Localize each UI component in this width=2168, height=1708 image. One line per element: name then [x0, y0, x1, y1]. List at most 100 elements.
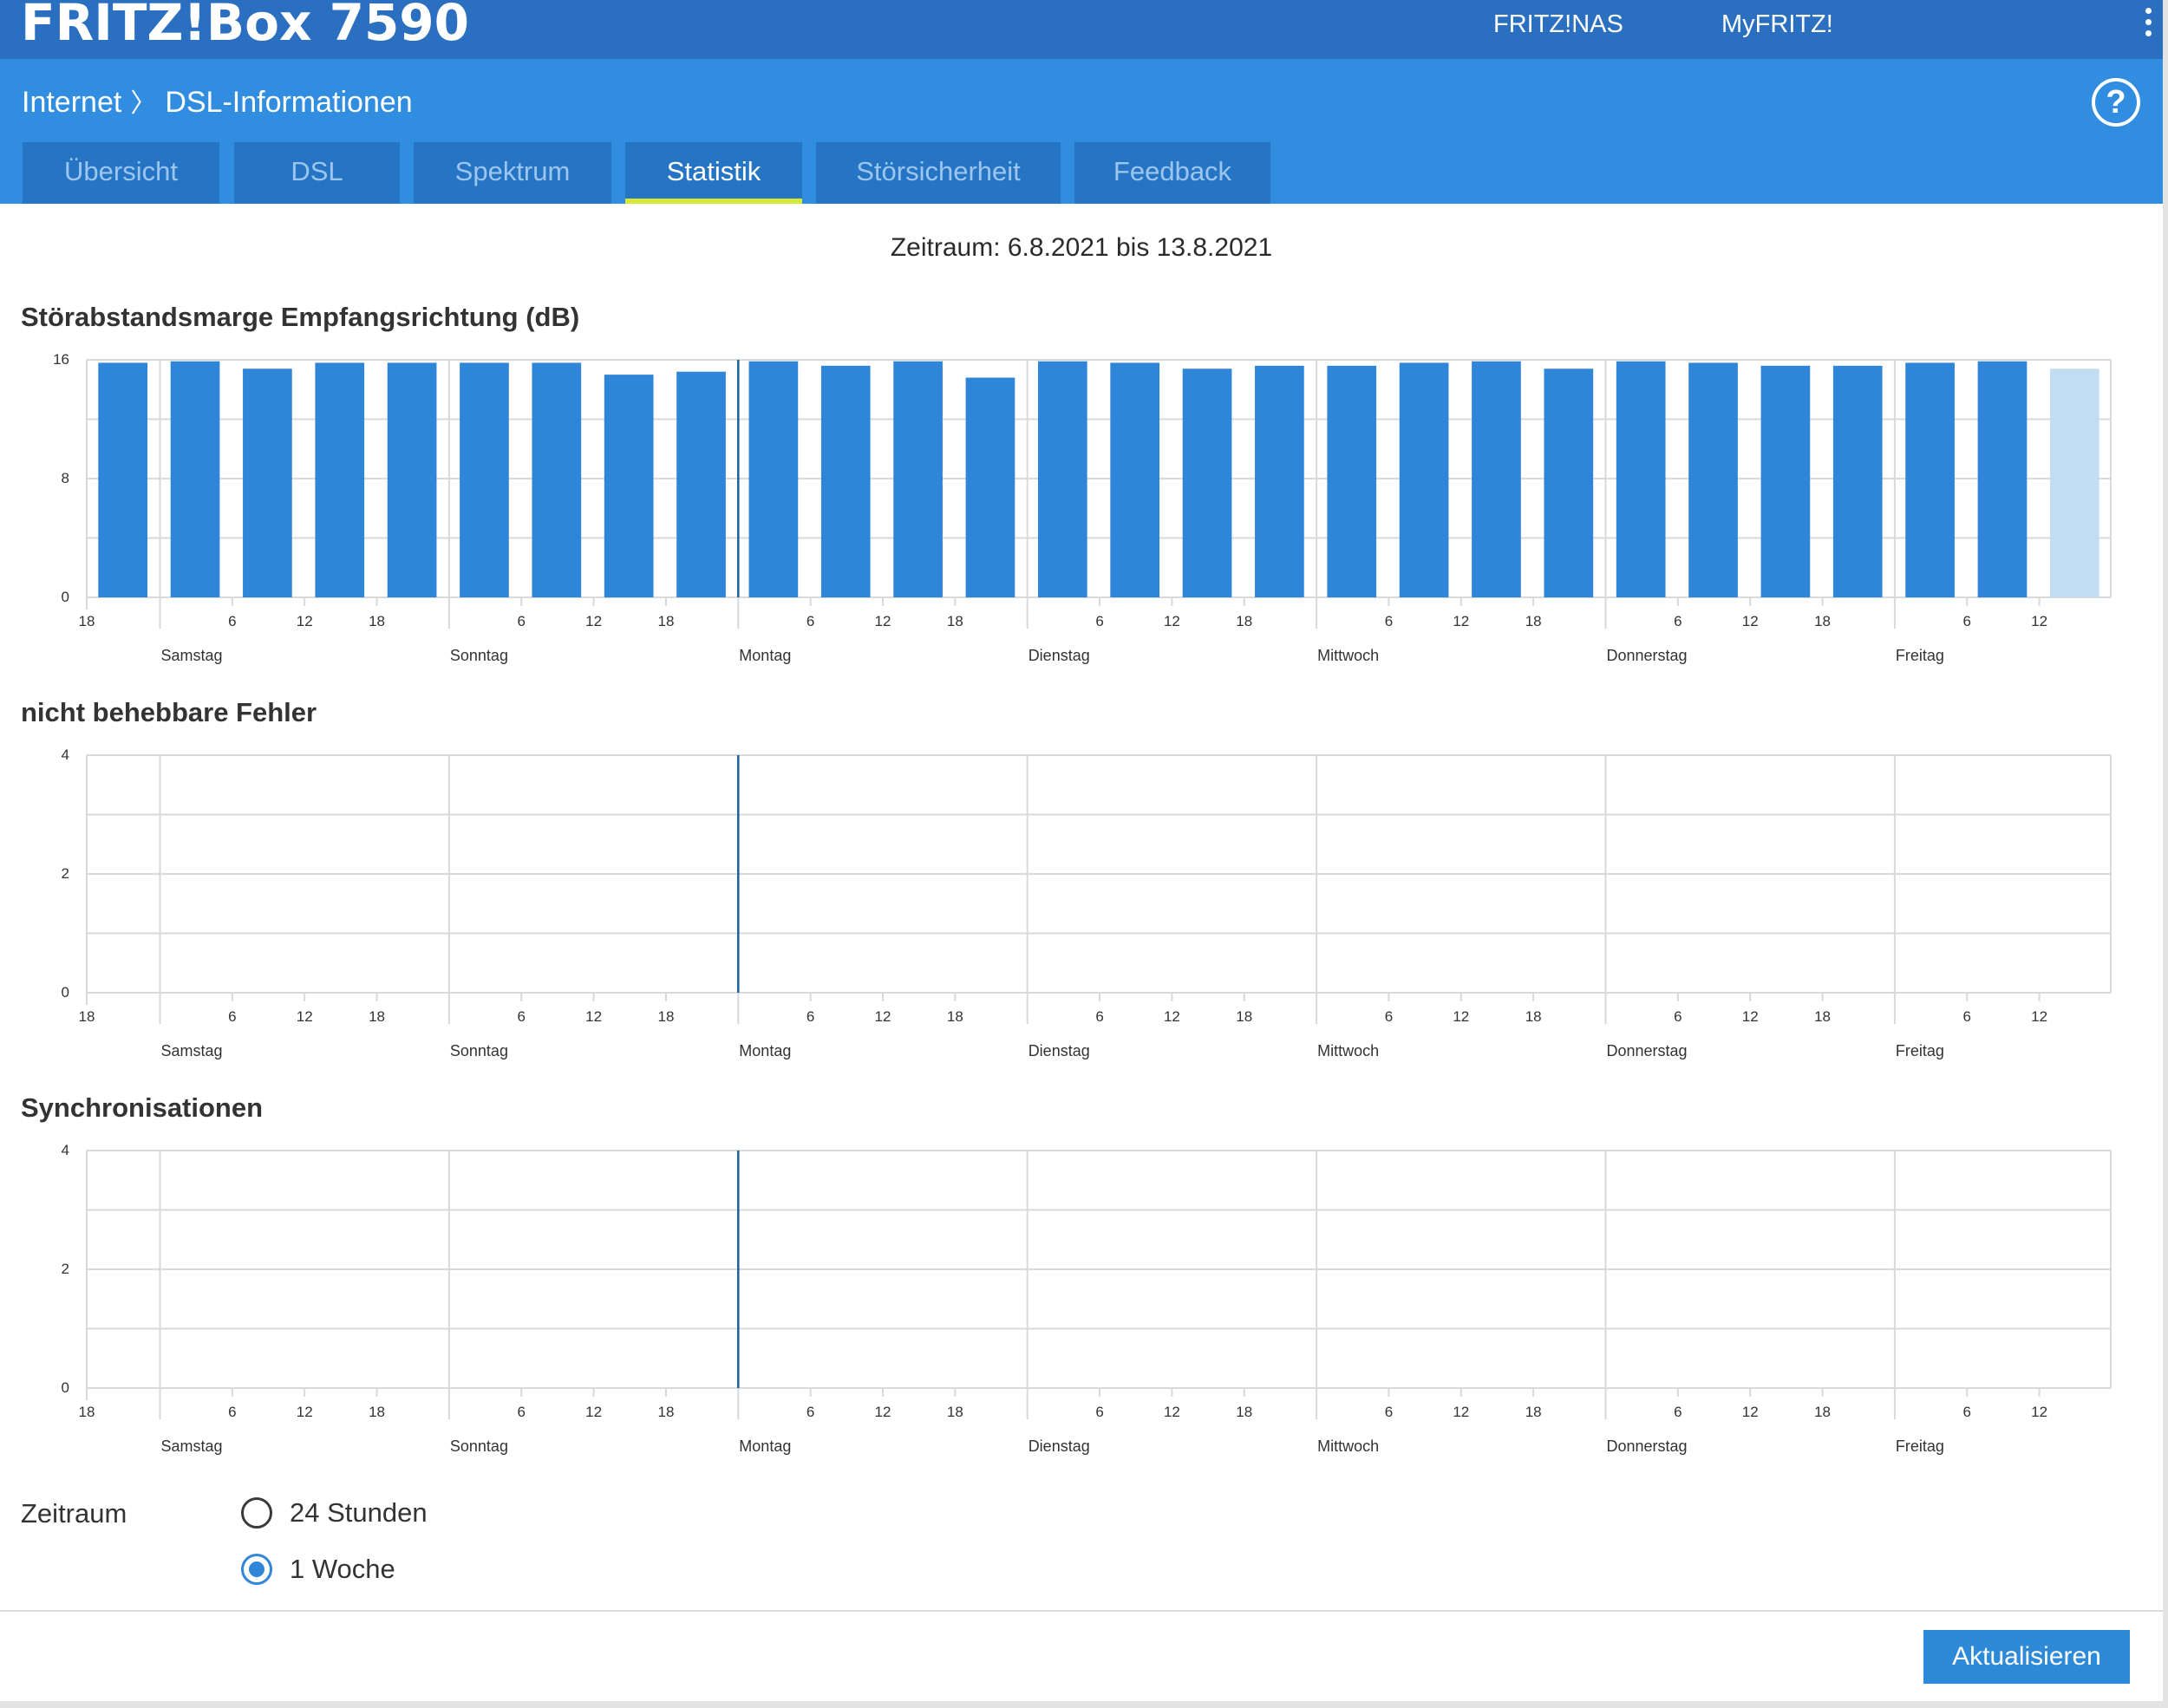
tab-stoersicherheit[interactable]: Störsicherheit	[816, 142, 1061, 204]
y-tick-label: 8	[62, 470, 69, 486]
y-tick-label: 2	[62, 865, 69, 882]
snr-chart: 0 8 16 18 6 12 18 6 12 18 6 12 18 6 12 18 6 12 18 6 12 18 6 12 S…	[0, 342, 2163, 707]
x-tick-label: 18	[79, 1008, 95, 1025]
x-tick-label: 18	[369, 1008, 385, 1025]
x-tick-label: 18	[1814, 1008, 1831, 1025]
x-tick-label: 12	[585, 613, 602, 629]
x-tick-label: 18	[1525, 1008, 1542, 1025]
day-label: Dienstag	[1028, 647, 1090, 664]
breadcrumb-dsl-informationen: DSL-Informationen	[165, 86, 413, 119]
x-tick-label: 18	[947, 1404, 963, 1420]
chart-bar	[387, 362, 437, 597]
x-tick-label: 12	[585, 1404, 602, 1420]
more-menu-icon[interactable]	[2142, 5, 2154, 47]
brand-logo: FRITZ!Box 7590	[21, 0, 470, 52]
chart-bar	[243, 368, 292, 597]
radio-label[interactable]: 1 Woche	[290, 1554, 395, 1584]
day-label: Dienstag	[1028, 1042, 1090, 1059]
x-tick-label: 18	[657, 1404, 674, 1420]
chart-bar	[965, 377, 1015, 597]
x-tick-label: 18	[79, 1404, 95, 1420]
chart-bar	[2049, 368, 2099, 597]
x-tick-label: 6	[806, 613, 814, 629]
x-tick-label: 12	[1164, 1008, 1180, 1025]
x-tick-label: 12	[1742, 1008, 1759, 1025]
x-tick-label: 6	[518, 1008, 526, 1025]
day-label: Samstag	[161, 1437, 223, 1455]
x-tick-label: 18	[369, 1404, 385, 1420]
chart-bar	[1688, 362, 1738, 597]
x-tick-label: 12	[1453, 1404, 1469, 1420]
radio-button[interactable]	[241, 1497, 272, 1529]
help-icon[interactable]: ?	[2092, 78, 2140, 127]
radio-button[interactable]	[241, 1554, 272, 1585]
tab-feedback[interactable]: Feedback	[1074, 142, 1270, 204]
x-tick-label: 12	[1453, 613, 1469, 629]
x-tick-label: 12	[875, 613, 891, 629]
x-tick-label: 18	[1525, 1404, 1542, 1420]
day-label: Sonntag	[450, 1437, 508, 1455]
x-tick-label: 6	[806, 1008, 814, 1025]
tab-statistik[interactable]: Statistik	[625, 142, 802, 204]
x-tick-label: 6	[1674, 1404, 1682, 1420]
chart-bar	[893, 361, 943, 597]
day-label: Freitag	[1896, 647, 1944, 664]
tab-dsl[interactable]: DSL	[234, 142, 400, 204]
aktualisieren-button[interactable]: Aktualisieren	[1923, 1630, 2130, 1684]
chart-bar	[1905, 362, 1955, 597]
chart-title-sync: Synchronisationen	[21, 1092, 264, 1123]
chart-bar	[532, 362, 582, 597]
day-label: Montag	[739, 1437, 791, 1455]
x-tick-label: 12	[1742, 613, 1759, 629]
x-tick-label: 18	[947, 1008, 963, 1025]
breadcrumb: Internet 〉 DSL-Informationen	[22, 85, 413, 121]
top-bar: FRITZ!Box 7590 FRITZ!NAS MyFRITZ!	[0, 0, 2163, 59]
y-tick-label: 0	[62, 1379, 69, 1396]
x-tick-label: 18	[1814, 1404, 1831, 1420]
x-tick-label: 6	[1095, 613, 1103, 629]
tab-uebersicht[interactable]: Übersicht	[23, 142, 219, 204]
x-tick-label: 12	[1453, 1008, 1469, 1025]
x-tick-label: 6	[1095, 1404, 1103, 1420]
x-tick-label: 12	[1164, 613, 1180, 629]
day-label: Freitag	[1896, 1042, 1944, 1059]
sync-chart: 0 2 4 18 6 12 18 6 12 18 6 12 18 6 12 18 6 12 18 6 12 18 6 12 Sa…	[0, 1133, 2163, 1497]
chart-title-errors: nicht behebbare Fehler	[21, 697, 317, 727]
x-tick-label: 12	[1164, 1404, 1180, 1420]
x-tick-label: 18	[1236, 1404, 1252, 1420]
x-tick-label: 12	[297, 1008, 313, 1025]
sync-chart-svg: 0 2 4 18 6 12 18 6 12 18 6 12 18 6 12 18 6 12 18 6 12 18 6 12 Sa…	[62, 1142, 2112, 1455]
day-label: Montag	[739, 647, 791, 664]
day-label: Donnerstag	[1607, 1042, 1688, 1059]
breadcrumb-internet[interactable]: Internet	[22, 86, 122, 119]
chart-bar	[1472, 361, 1521, 597]
radio-label[interactable]: 24 Stunden	[290, 1497, 428, 1528]
chart-bar	[1544, 368, 1594, 597]
chart-bar	[820, 365, 871, 597]
chart-title-snr: Störabstandsmarge Empfangsrichtung (dB)	[21, 302, 580, 332]
chart-bar	[460, 362, 509, 597]
x-tick-label: 6	[518, 613, 526, 629]
day-label: Sonntag	[450, 1042, 508, 1059]
x-tick-label: 6	[1963, 1404, 1971, 1420]
day-label: Donnerstag	[1607, 647, 1688, 664]
chart-bar	[1037, 361, 1087, 597]
x-tick-label: 6	[806, 1404, 814, 1420]
fritznas-link[interactable]: FRITZ!NAS	[1493, 10, 1623, 38]
day-label: Mittwoch	[1317, 1437, 1379, 1455]
period-text: Zeitraum: 6.8.2021 bis 13.8.2021	[890, 233, 1273, 262]
tab-spektrum[interactable]: Spektrum	[414, 142, 611, 204]
x-tick-label: 18	[657, 613, 674, 629]
day-label: Sonntag	[450, 647, 508, 664]
myfritz-link[interactable]: MyFRITZ!	[1721, 10, 1833, 38]
day-label: Samstag	[161, 647, 223, 664]
chart-bar	[98, 362, 148, 597]
x-tick-label: 6	[1674, 613, 1682, 629]
x-tick-label: 6	[1385, 1404, 1393, 1420]
y-tick-label: 0	[62, 589, 69, 605]
chart-bar	[1182, 368, 1232, 597]
chart-bar	[1760, 365, 1811, 597]
x-tick-label: 12	[2031, 1404, 2047, 1420]
chart-bar	[1616, 361, 1666, 597]
